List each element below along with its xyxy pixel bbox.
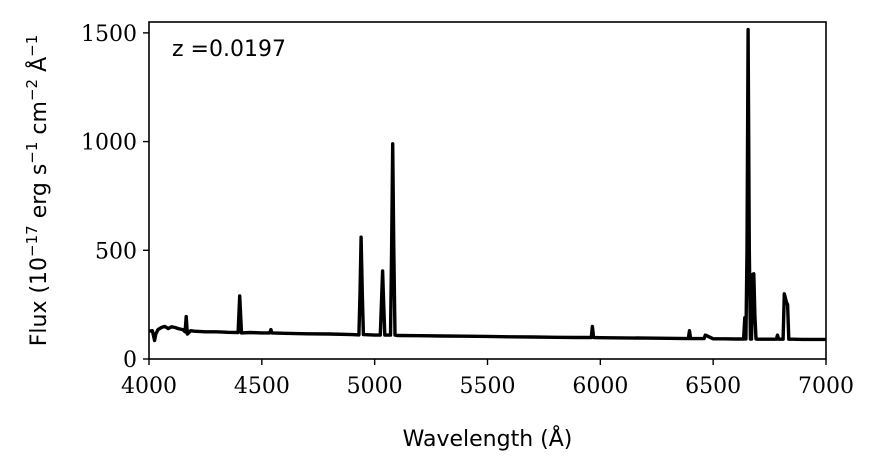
y-axis-label-exponent: −1 [23,35,41,57]
y-axis-label-text: Å [25,57,52,79]
y-tick-label: 1500 [81,22,137,47]
plot-frame [148,21,827,360]
y-tick-label: 0 [123,348,137,373]
x-tick-label: 6500 [685,374,741,399]
y-axis-label: Flux (10−17 erg s−1 cm−2 Å−1 [23,35,52,347]
plot-area [149,27,826,343]
x-tick-label: 5500 [460,374,516,399]
y-axis-label-text: erg s [27,164,52,226]
axis-ticks: 4000 4500 5000 5500 6000 6500 7000 0 500 1000 1500 [81,22,854,399]
y-tick-label: 500 [95,239,137,264]
y-axis-label-exponent: −1 [23,142,41,164]
y-axis-label-text: cm [27,101,52,142]
x-tick-label: 6000 [572,374,628,399]
spectrum-line [149,27,826,343]
x-tick-label: 4000 [121,374,177,399]
y-axis-label-exponent: −17 [23,225,41,257]
x-tick-label: 7000 [798,374,854,399]
y-tick-label: 1000 [81,131,137,156]
y-axis-label-text: Flux (10 [27,257,52,346]
x-axis-label: Wavelength (Å) [403,425,573,452]
redshift-annotation: z =0.0197 [172,37,286,62]
x-tick-label: 5000 [347,374,403,399]
y-axis-label-exponent: −2 [23,79,41,101]
x-tick-label: 4500 [234,374,290,399]
